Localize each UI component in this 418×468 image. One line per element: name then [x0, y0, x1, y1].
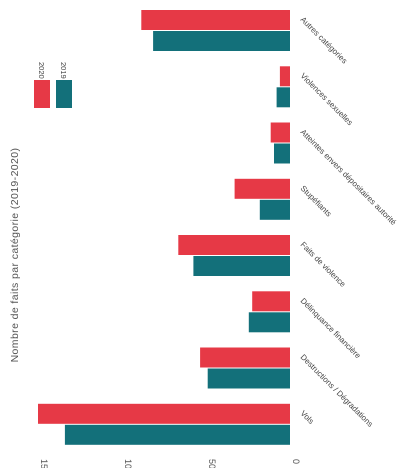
category-label: Vols	[299, 409, 316, 426]
bar-2019-0	[64, 424, 291, 445]
bar-2019-3	[193, 256, 290, 276]
bar-2020-1	[200, 347, 290, 368]
value-axis: 0 500 1000 1500	[39, 459, 301, 468]
legend-label: 2020	[37, 62, 46, 79]
tick-label: 500	[207, 459, 217, 468]
category-label: Atteintes envers dépositaires autorité	[299, 128, 399, 228]
category-label: Stupéfiants	[299, 184, 334, 219]
tick-label: 1000	[123, 459, 133, 468]
category-label: Faits de violence	[299, 240, 348, 289]
bar-2020-5	[270, 122, 290, 143]
tick-label: 1500	[39, 459, 49, 468]
bar-2019-7	[153, 31, 290, 51]
chart-title: Nombre de faits par catégorie (2019-2020…	[9, 148, 21, 363]
legend-swatch-2020	[34, 80, 50, 108]
bars-group	[38, 10, 291, 445]
category-label: Autres catégories	[299, 15, 349, 65]
bar-2019-1	[207, 368, 290, 389]
category-label: Violences sexuelles	[299, 71, 355, 127]
bar-2020-6	[279, 66, 290, 87]
category-label: Délinquance financière	[299, 296, 363, 360]
tick-label: 0	[291, 459, 301, 464]
bar-2020-0	[38, 403, 290, 424]
bar-2020-2	[252, 291, 290, 312]
bar-2020-4	[234, 178, 290, 199]
chart-legend: 2020 2019	[34, 62, 72, 108]
bar-2019-2	[248, 312, 290, 333]
bar-2019-5	[274, 143, 290, 164]
chart-title-group: Nombre de faits par catégorie (2019-2020…	[9, 148, 21, 363]
bar-2020-3	[178, 235, 290, 255]
legend-label: 2019	[59, 62, 68, 79]
bar-2019-4	[259, 199, 290, 220]
bar-2020-7	[141, 10, 290, 30]
bar-2019-6	[276, 87, 290, 108]
legend-swatch-2019	[56, 80, 72, 108]
